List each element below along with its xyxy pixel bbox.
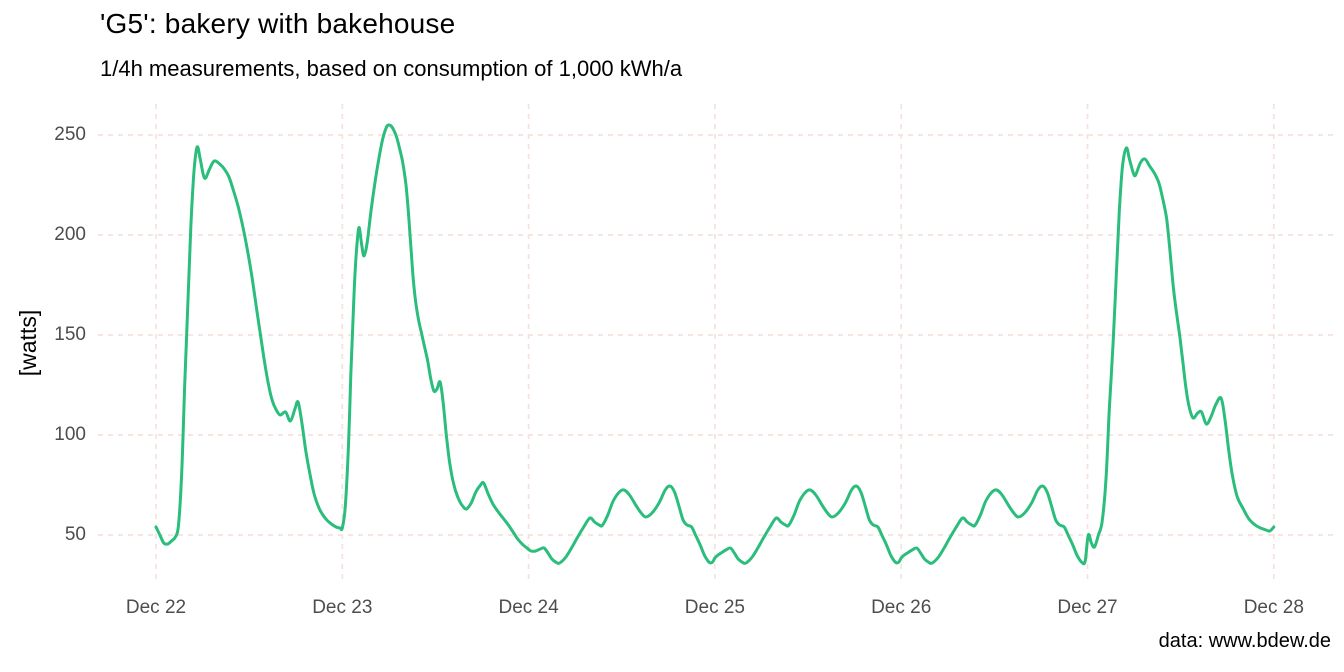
y-tick-label: 150 [54, 324, 86, 345]
x-tick-label: Dec 23 [312, 597, 373, 618]
x-tick-label: Dec 26 [871, 597, 932, 618]
x-tick-label: Dec 24 [498, 597, 559, 618]
x-tick-label: Dec 27 [1057, 597, 1118, 618]
y-tick-label: 100 [54, 424, 86, 445]
y-tick-label: 250 [54, 124, 86, 145]
y-tick-label: 50 [64, 524, 86, 545]
chart-title: 'G5': bakery with bakehouse [100, 8, 456, 39]
x-tick-label: Dec 28 [1243, 597, 1304, 618]
x-tick-label: Dec 22 [125, 597, 187, 618]
chart-subtitle: 1/4h measurements, based on consumption … [100, 56, 683, 81]
y-tick-label: 200 [54, 224, 86, 245]
load-profile-series-line [154, 123, 1276, 566]
data-source-caption: data: www.bdew.de [1158, 630, 1331, 652]
x-tick-label: Dec 25 [684, 597, 745, 618]
